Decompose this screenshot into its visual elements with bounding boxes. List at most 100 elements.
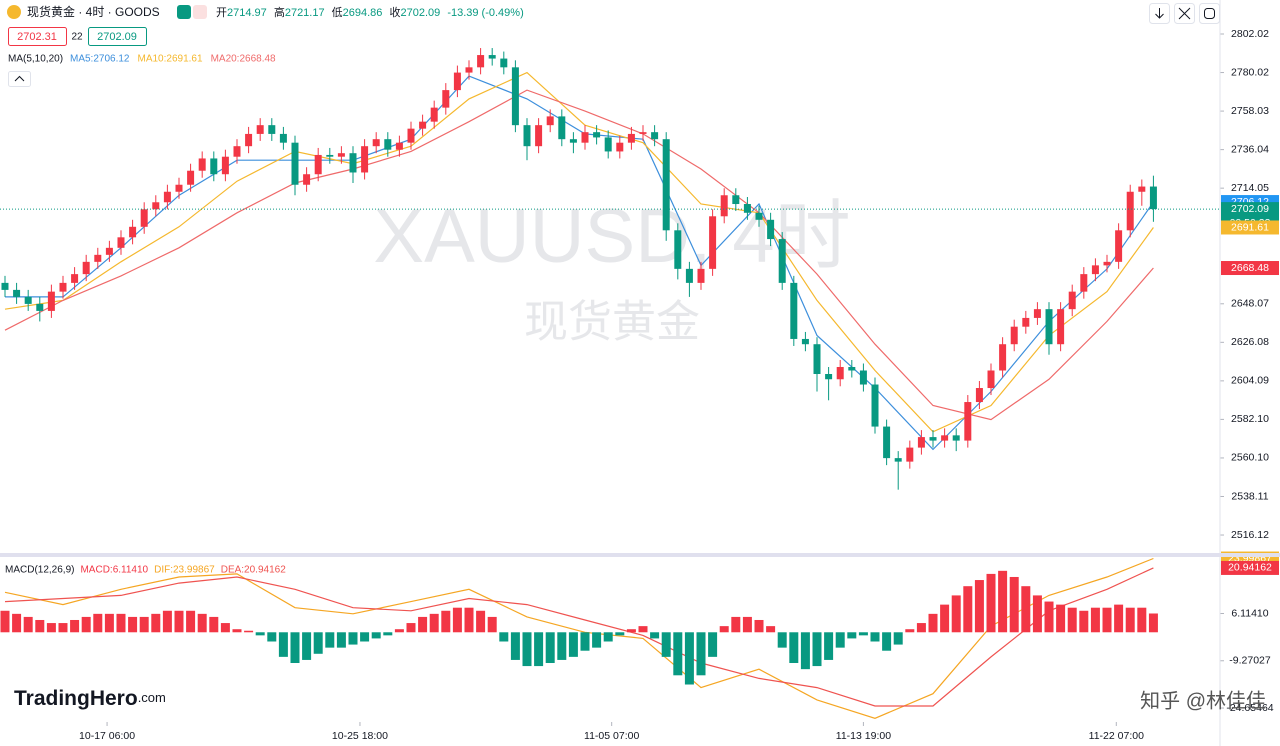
candle-body [964, 402, 972, 441]
macd-bar [325, 632, 335, 648]
macd-bar [1125, 607, 1135, 633]
candle-body [999, 344, 1007, 371]
candle-body [732, 195, 740, 205]
macd-bar [742, 616, 752, 633]
candle-body [372, 139, 380, 147]
buy-button[interactable] [88, 27, 147, 46]
candle-body [477, 55, 485, 68]
y-tick-label: 2736.04 [1231, 143, 1269, 155]
macd-bar [812, 632, 822, 667]
y-tick-label: 2714.05 [1231, 182, 1269, 194]
macd-bar [220, 623, 230, 633]
x-tick-label: 10-17 06:00 [79, 730, 135, 742]
candle-body [662, 139, 670, 231]
candle-body [593, 132, 601, 138]
legend-entry: MACD:6.11410 [80, 565, 148, 576]
candle-body [129, 226, 137, 238]
candle-body [442, 90, 450, 108]
candle-body [558, 116, 566, 140]
low: 2694.86 [343, 7, 383, 19]
candle-body [546, 116, 554, 126]
macd-bar [302, 632, 312, 660]
macd-bar [151, 613, 161, 633]
watermark-name: 现货黄金 [524, 298, 700, 347]
macd-bar [116, 613, 126, 633]
candle-body [419, 121, 427, 129]
low-label: 低 [332, 6, 343, 19]
macd-bar [174, 610, 184, 633]
candle-body [303, 174, 311, 185]
macd-bar [847, 632, 857, 639]
sell-button[interactable] [8, 27, 67, 46]
legend-entry: DIF:23.99867 [154, 565, 215, 576]
candle-body [1045, 309, 1053, 345]
y-tick-label: 2802.02 [1231, 28, 1269, 40]
candle-body [163, 191, 171, 203]
candle-body [198, 158, 206, 171]
refresh-button[interactable] [1199, 3, 1220, 24]
status-icon [177, 5, 191, 19]
y-tick-label: 2538.11 [1231, 490, 1268, 502]
macd-bar [580, 632, 590, 651]
candle-body [1091, 265, 1099, 275]
macd-bar [986, 573, 996, 633]
candle-body [1068, 291, 1076, 310]
macd-bar [1067, 607, 1077, 633]
macd-bar [684, 632, 694, 685]
candle-body [720, 195, 728, 217]
candle-body [511, 67, 519, 126]
candle-body [685, 268, 693, 283]
branding: TradingHero.com 知乎 @林佳佳 [14, 687, 1266, 713]
macd-bar [348, 632, 358, 645]
candle-body [407, 128, 415, 143]
candle-body [1138, 186, 1146, 192]
candle-body [535, 125, 543, 147]
macd-bar [754, 619, 764, 633]
high-label: 高 [274, 5, 285, 19]
price-tag [1221, 220, 1279, 235]
toolbar [1149, 3, 1220, 24]
candle-body [187, 170, 195, 185]
y-tick-label: 2560.10 [1231, 452, 1269, 464]
candle-body [952, 435, 960, 441]
symbol-icon [7, 5, 21, 19]
price-tag-label: 2691.61 [1231, 221, 1269, 233]
candle-body [767, 219, 775, 240]
candle-body [871, 384, 879, 427]
macd-bar [800, 632, 810, 670]
brand-suffix: .com [138, 690, 166, 705]
candle-body [581, 132, 589, 143]
macd-bar [1056, 604, 1066, 633]
price-tag-label: 2668.48 [1231, 262, 1269, 274]
macd-bar [777, 632, 787, 648]
macd-bar [603, 632, 613, 642]
candle-body [13, 289, 21, 297]
bid: 2702.31 [17, 31, 57, 43]
candle-body [859, 370, 867, 385]
candle-body [651, 132, 659, 140]
macd-bar [0, 610, 10, 633]
macd-bar [638, 626, 648, 633]
author: 知乎 @林佳佳 [1140, 689, 1266, 712]
collapse-button[interactable] [8, 71, 31, 87]
ask: 2702.09 [97, 31, 137, 43]
candle-body [465, 67, 473, 73]
macd-bar [835, 632, 845, 648]
macd-bar [510, 632, 520, 660]
macd-bar [766, 626, 776, 633]
candle-body [71, 274, 79, 283]
macd-bar [371, 632, 381, 639]
candle-body [245, 133, 253, 147]
candle-body [395, 142, 403, 150]
macd-bar [974, 580, 984, 633]
y-tick-label: 2758.03 [1231, 105, 1269, 117]
candle-body [117, 237, 125, 248]
high: 2721.17 [285, 7, 325, 19]
macd-bar [476, 610, 486, 633]
candle-body [975, 388, 983, 403]
macd-bar [70, 619, 80, 633]
legend-entry: MA10:2691.61 [138, 54, 203, 65]
candle-body [941, 435, 949, 441]
candle-body [1033, 309, 1041, 318]
macd-bar [998, 570, 1008, 633]
